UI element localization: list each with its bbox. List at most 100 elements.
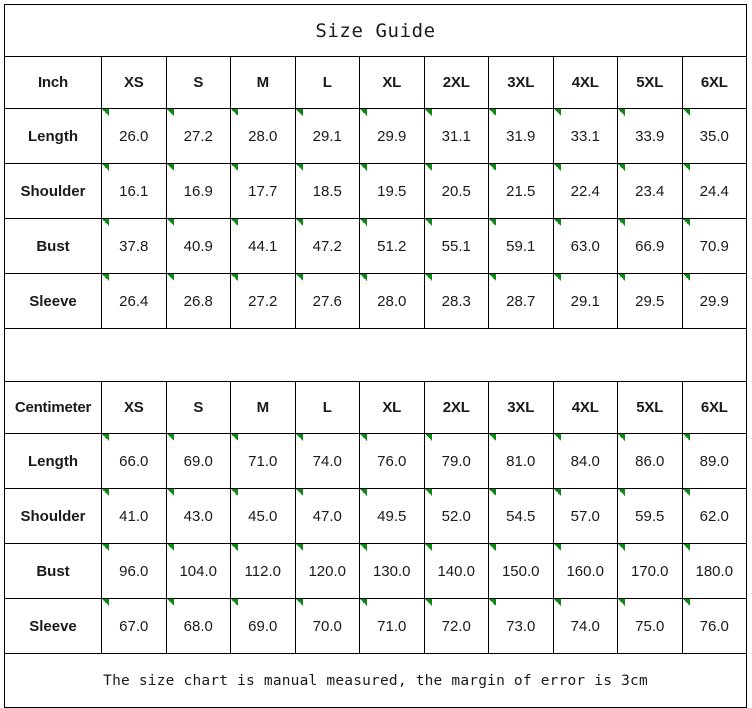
measurement-value-text: 28.0: [377, 292, 407, 310]
cell-corner-flag-icon: [166, 544, 174, 551]
measurement-value-text: 21.5: [506, 182, 536, 200]
measurement-value-text: 84.0: [570, 452, 600, 470]
measurement-value-text: 140.0: [437, 562, 476, 580]
measurement-value: 29.1: [294, 108, 360, 164]
cell-corner-flag-icon: [682, 434, 690, 441]
measurement-value: 27.2: [230, 273, 296, 329]
measurement-value: 62.0: [681, 488, 748, 544]
measurement-value: 52.0: [423, 488, 489, 544]
measurement-value-text: 96.0: [119, 562, 149, 580]
cell-corner-flag-icon: [295, 544, 303, 551]
measurement-value: 70.9: [681, 218, 748, 274]
measurement-value: 33.1: [552, 108, 618, 164]
cell-corner-flag-icon: [618, 544, 625, 551]
measurement-value-text: 45.0: [248, 507, 278, 525]
measurement-value: 23.4: [617, 163, 683, 219]
measurement-value-text: 52.0: [441, 507, 471, 525]
cell-corner-flag-icon: [360, 109, 367, 116]
measurement-value: 16.1: [101, 163, 167, 219]
measurement-value-text: 41.0: [119, 507, 149, 525]
measurement-value: 150.0: [488, 543, 554, 599]
header-row-centimeter: Centimeter XS S M L XL 2XL 3XL 4XL 5XL 6XL: [4, 381, 748, 434]
cell-corner-flag-icon: [553, 109, 561, 116]
measurement-value-text: 37.8: [119, 237, 149, 255]
cell-corner-flag-icon: [618, 109, 625, 116]
measurement-row: Length 26.0 27.2 28.0 29.1 29.9 31.1 31.9 33.1 33…: [4, 108, 748, 164]
cell-corner-flag-icon: [489, 219, 496, 226]
cell-corner-flag-icon: [682, 599, 690, 606]
measurement-value: 130.0: [359, 543, 425, 599]
cell-corner-flag-icon: [231, 544, 238, 551]
cell-corner-flag-icon: [102, 489, 109, 496]
cell-corner-flag-icon: [102, 434, 109, 441]
size-header-3xl: 3XL: [488, 381, 554, 434]
cell-corner-flag-icon: [102, 599, 109, 606]
measurement-value-text: 66.9: [635, 237, 665, 255]
size-header-2xl: 2XL: [423, 381, 489, 434]
measurement-disclaimer: The size chart is manual measured, the m…: [3, 653, 748, 708]
cell-corner-flag-icon: [682, 164, 690, 171]
size-header-s: S: [165, 381, 231, 434]
measurement-value: 49.5: [359, 488, 425, 544]
cell-corner-flag-icon: [295, 219, 303, 226]
measurement-value-text: 70.9: [699, 237, 729, 255]
unit-header-inch: Inch: [4, 56, 102, 109]
measurement-value-text: 67.0: [119, 617, 149, 635]
measurement-value-text: 51.2: [377, 237, 407, 255]
cell-corner-flag-icon: [553, 544, 561, 551]
measurement-value-text: 23.4: [635, 182, 665, 200]
cell-corner-flag-icon: [424, 544, 432, 551]
cell-corner-flag-icon: [618, 599, 625, 606]
measurement-value-text: 47.0: [312, 507, 342, 525]
size-header-6xl: 6XL: [681, 381, 748, 434]
measurement-label-sleeve: Sleeve: [4, 598, 102, 654]
measurement-value: 57.0: [552, 488, 618, 544]
measurement-value: 26.0: [101, 108, 167, 164]
measurement-value: 26.4: [101, 273, 167, 329]
measurement-value: 29.9: [359, 108, 425, 164]
cell-corner-flag-icon: [231, 599, 238, 606]
measurement-value-text: 26.8: [183, 292, 213, 310]
cell-corner-flag-icon: [231, 274, 238, 281]
measurement-value-text: 28.3: [441, 292, 471, 310]
measurement-value: 28.7: [488, 273, 554, 329]
measurement-value: 69.0: [230, 598, 296, 654]
measurement-value-text: 69.0: [248, 617, 278, 635]
cell-corner-flag-icon: [166, 219, 174, 226]
cell-corner-flag-icon: [618, 489, 625, 496]
measurement-value: 19.5: [359, 163, 425, 219]
cell-corner-flag-icon: [618, 164, 625, 171]
cell-corner-flag-icon: [102, 164, 109, 171]
measurement-row: Shoulder 16.1 16.9 17.7 18.5 19.5 20.5 21.5 22.4…: [4, 163, 748, 219]
measurement-value: 140.0: [423, 543, 489, 599]
measurement-value-text: 59.1: [506, 237, 536, 255]
measurement-value: 180.0: [681, 543, 748, 599]
cell-corner-flag-icon: [360, 274, 367, 281]
size-header-xs: XS: [101, 381, 167, 434]
measurement-value-text: 76.0: [699, 617, 729, 635]
measurement-value-text: 104.0: [179, 562, 218, 580]
cell-corner-flag-icon: [295, 599, 303, 606]
cell-corner-flag-icon: [231, 109, 238, 116]
measurement-value-text: 29.1: [570, 292, 600, 310]
cell-corner-flag-icon: [424, 164, 432, 171]
cell-corner-flag-icon: [553, 489, 561, 496]
cell-corner-flag-icon: [424, 489, 432, 496]
table-body: Size Guide Inch XS S M L XL 2XL 3XL 4XL 5XL 6XL Leng…: [3, 4, 748, 708]
measurement-value-text: 17.7: [248, 182, 278, 200]
measurement-value: 63.0: [552, 218, 618, 274]
size-header-2xl: 2XL: [423, 56, 489, 109]
measurement-value-text: 81.0: [506, 452, 536, 470]
cell-corner-flag-icon: [489, 599, 496, 606]
measurement-value-text: 74.0: [570, 617, 600, 635]
measurement-value-text: 74.0: [312, 452, 342, 470]
measurement-value: 75.0: [617, 598, 683, 654]
size-guide-sheet: Size Guide Inch XS S M L XL 2XL 3XL 4XL 5XL 6XL Leng…: [3, 4, 748, 708]
cell-corner-flag-icon: [102, 544, 109, 551]
measurement-value: 79.0: [423, 433, 489, 489]
measurement-value: 28.3: [423, 273, 489, 329]
cell-corner-flag-icon: [424, 599, 432, 606]
cell-corner-flag-icon: [102, 274, 109, 281]
measurement-value: 28.0: [359, 273, 425, 329]
measurement-value: 29.9: [681, 273, 748, 329]
